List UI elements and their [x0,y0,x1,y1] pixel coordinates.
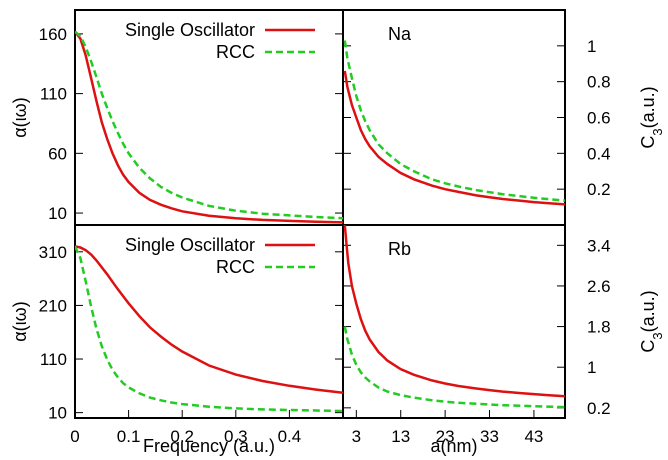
y-tick-label: 0.2 [587,399,611,418]
x-axis-label: a(nm) [430,436,477,456]
legend-label: RCC [216,42,255,62]
series-line-single-oscillator [75,246,343,392]
y-tick-label: 2.6 [587,277,611,296]
y-tick-label: 0.6 [587,109,611,128]
y-tick-label: 310 [39,243,67,262]
y-axis-label: α(ιω) [10,301,30,341]
y2-axis-label: C3(a.u.) [638,290,665,352]
series-line-rcc [345,41,565,201]
y-tick-label: 10 [48,404,67,423]
x-tick-label: 3 [352,427,361,446]
y-tick-label: 3.4 [587,236,611,255]
y-tick-label: 1 [587,358,596,377]
x-tick-label: 43 [524,427,543,446]
y-tick-label: 0.2 [587,180,611,199]
x-tick-label: 0.1 [117,427,141,446]
legend-label: Single Oscillator [125,235,255,255]
y-tick-label: 60 [48,144,67,163]
y-tick-label: 210 [39,296,67,315]
series-line-rcc [75,246,343,411]
y-axis-label: α(ιω) [10,97,30,137]
panel-annotation: Rb [388,239,411,259]
x-tick-label: 0 [70,427,79,446]
x-tick-label: 33 [480,427,499,446]
y-tick-label: 0.8 [587,73,611,92]
y-tick-label: 160 [39,25,67,44]
y-tick-label: 1 [587,37,596,56]
y-tick-label: 110 [40,85,67,104]
y-tick-label: 10 [48,204,67,223]
panel-annotation: Na [388,24,412,44]
y-tick-label: 110 [40,350,67,369]
y-tick-label: 0.4 [587,144,611,163]
legend-label: RCC [216,257,255,277]
x-tick-label: 0.4 [278,427,302,446]
series-line-rcc [75,32,343,219]
series-line-single-oscillator [345,225,565,396]
x-axis-label: Frequency (a.u.) [143,436,275,456]
x-tick-label: 13 [391,427,410,446]
y2-axis-label: C3(a.u.) [638,86,665,148]
plot-frame [75,10,565,418]
legend-label: Single Oscillator [125,20,255,40]
y-tick-label: 1.8 [587,318,611,337]
